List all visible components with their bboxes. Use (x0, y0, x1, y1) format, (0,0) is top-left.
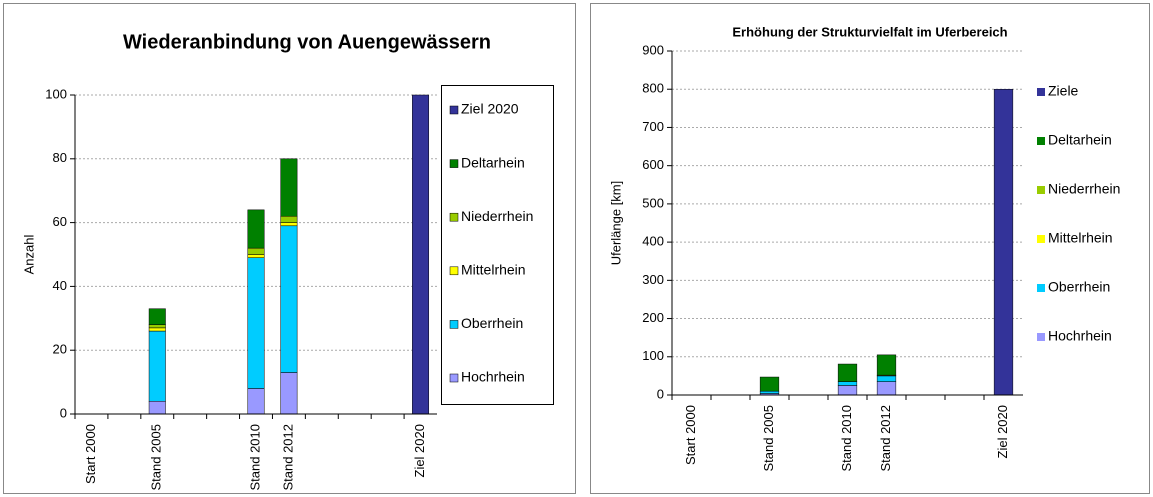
bar-segment (148, 327, 166, 332)
bar-segment (837, 363, 858, 382)
bar-segment (280, 372, 298, 415)
x-tick-label: Start 2000 (683, 405, 698, 465)
legend-swatch (449, 159, 459, 168)
y-tick-label: 600 (642, 157, 664, 172)
y-tick-label: 500 (642, 195, 664, 210)
bar-segment (876, 381, 897, 396)
x-tick-label: Stand 2005 (149, 424, 164, 491)
legend-label: Oberrhein (1048, 279, 1110, 295)
legend-swatch (1037, 186, 1045, 194)
legend-swatch (449, 212, 459, 222)
bar-segment (876, 375, 897, 382)
y-tick-label: 60 (53, 214, 67, 229)
y-tick-label: 0 (657, 386, 664, 401)
y-tick-label: 80 (53, 150, 67, 165)
bar-segment (247, 209, 265, 249)
bar-segment (837, 385, 858, 396)
y-tick-label: 300 (642, 272, 664, 287)
legend-label: Oberrhein (461, 315, 523, 331)
legend-label: Mittelrhein (1048, 230, 1113, 246)
chart-title: Erhöhung der Strukturvielfalt im Uferber… (732, 24, 1007, 39)
x-tick-label: Stand 2012 (878, 405, 893, 472)
legend-swatch (1037, 333, 1045, 341)
y-tick-label: 40 (53, 278, 67, 293)
legend-swatch (1037, 88, 1045, 96)
bar-segment (412, 94, 430, 415)
y-tick-label: 700 (642, 119, 664, 134)
legend-swatch (1037, 284, 1045, 292)
legend-label: Deltarhein (1048, 132, 1112, 148)
legend-label: Niederrhein (1048, 181, 1120, 197)
bar-segment (759, 390, 780, 394)
bar-segment (280, 222, 298, 227)
y-tick-label: 100 (642, 348, 664, 363)
legend-label: Ziel 2020 (461, 101, 519, 117)
y-axis-label: Uferlänge [km] (608, 181, 623, 266)
y-tick-label: 800 (642, 81, 664, 96)
legend-label: Hochrhein (461, 369, 525, 385)
legend-swatch (449, 320, 459, 329)
bar-segment (148, 324, 166, 329)
x-tick-label: Stand 2005 (761, 405, 776, 472)
bar-segment (247, 254, 265, 258)
y-tick-label: 100 (45, 86, 67, 101)
bar-segment (247, 388, 265, 415)
bar-segment (876, 354, 897, 376)
chart-title: Wiederanbindung von Auengewässern (123, 31, 491, 53)
legend-swatch (1037, 137, 1045, 145)
x-tick-label: Start 2000 (83, 424, 98, 484)
bar-segment (280, 158, 298, 217)
legend-swatch (1037, 235, 1045, 243)
bar-segment (759, 376, 780, 392)
x-tick-label: Ziel 2020 (412, 424, 427, 477)
panel-frame (590, 3, 1150, 494)
legend-label: Deltarhein (461, 154, 525, 170)
bar-segment (993, 88, 1014, 396)
x-tick-label: Ziel 2020 (995, 405, 1010, 458)
y-tick-label: 400 (642, 234, 664, 249)
y-tick-label: 200 (642, 310, 664, 325)
legend-swatch (449, 266, 459, 276)
legend-swatch (449, 373, 459, 383)
bar-segment (148, 308, 166, 325)
y-tick-label: 20 (53, 342, 67, 357)
x-tick-label: Stand 2010 (247, 424, 262, 491)
legend-label: Hochrhein (1048, 328, 1112, 344)
y-axis-label: Anzahl (21, 235, 36, 275)
bar-segment (247, 247, 265, 255)
x-tick-label: Stand 2012 (280, 424, 295, 491)
bar-segment (837, 381, 858, 386)
bar-segment (148, 400, 166, 415)
legend-swatch (449, 105, 459, 115)
bar-segment (280, 225, 298, 373)
legend-label: Mittelrhein (461, 262, 526, 278)
legend-label: Ziele (1048, 83, 1079, 99)
y-tick-label: 900 (642, 42, 664, 57)
legend-frame (441, 85, 554, 405)
x-tick-label: Stand 2010 (839, 405, 854, 472)
bar-segment (247, 257, 265, 389)
y-tick-label: 0 (60, 405, 67, 420)
bar-segment (148, 330, 166, 402)
legend-label: Niederrhein (461, 208, 533, 224)
bar-segment (280, 215, 298, 223)
